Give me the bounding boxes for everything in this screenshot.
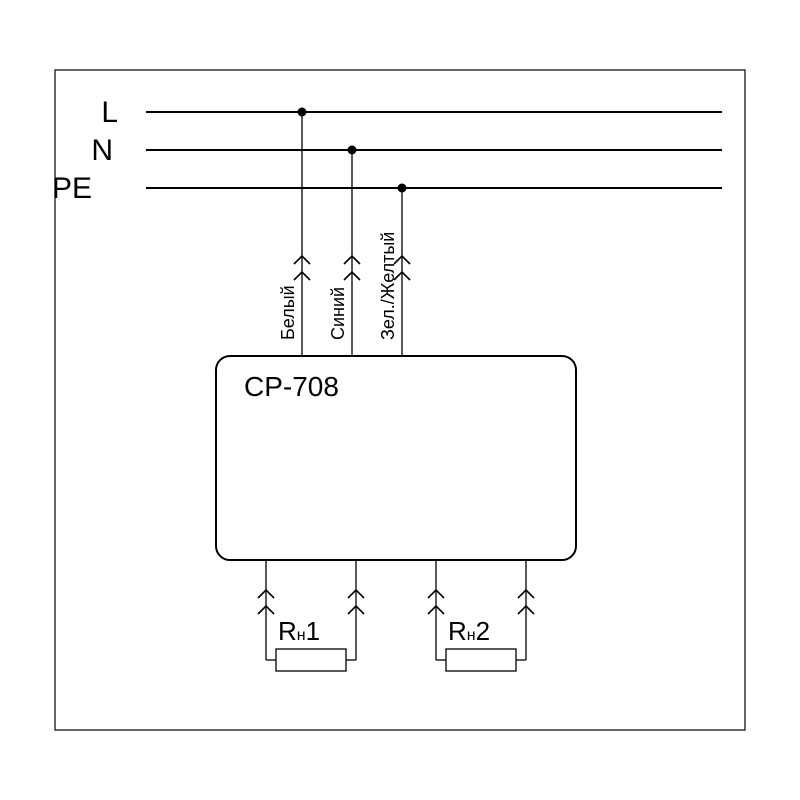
load-1-resistor <box>276 649 346 671</box>
input-wire-label-1: Белый <box>278 285 298 340</box>
supply-label-pe: PE <box>52 172 92 205</box>
input-wire-label-3: Зел./Желтый <box>378 232 398 340</box>
supply-label-n: N <box>91 134 113 167</box>
input-wire-label-2: Синий <box>328 287 348 340</box>
load-1-label: Rн1 <box>278 616 320 646</box>
load-2-label: Rн2 <box>448 616 490 646</box>
load-2-resistor <box>446 649 516 671</box>
supply-label-l: L <box>101 96 118 129</box>
device-label: CP-708 <box>244 371 339 402</box>
